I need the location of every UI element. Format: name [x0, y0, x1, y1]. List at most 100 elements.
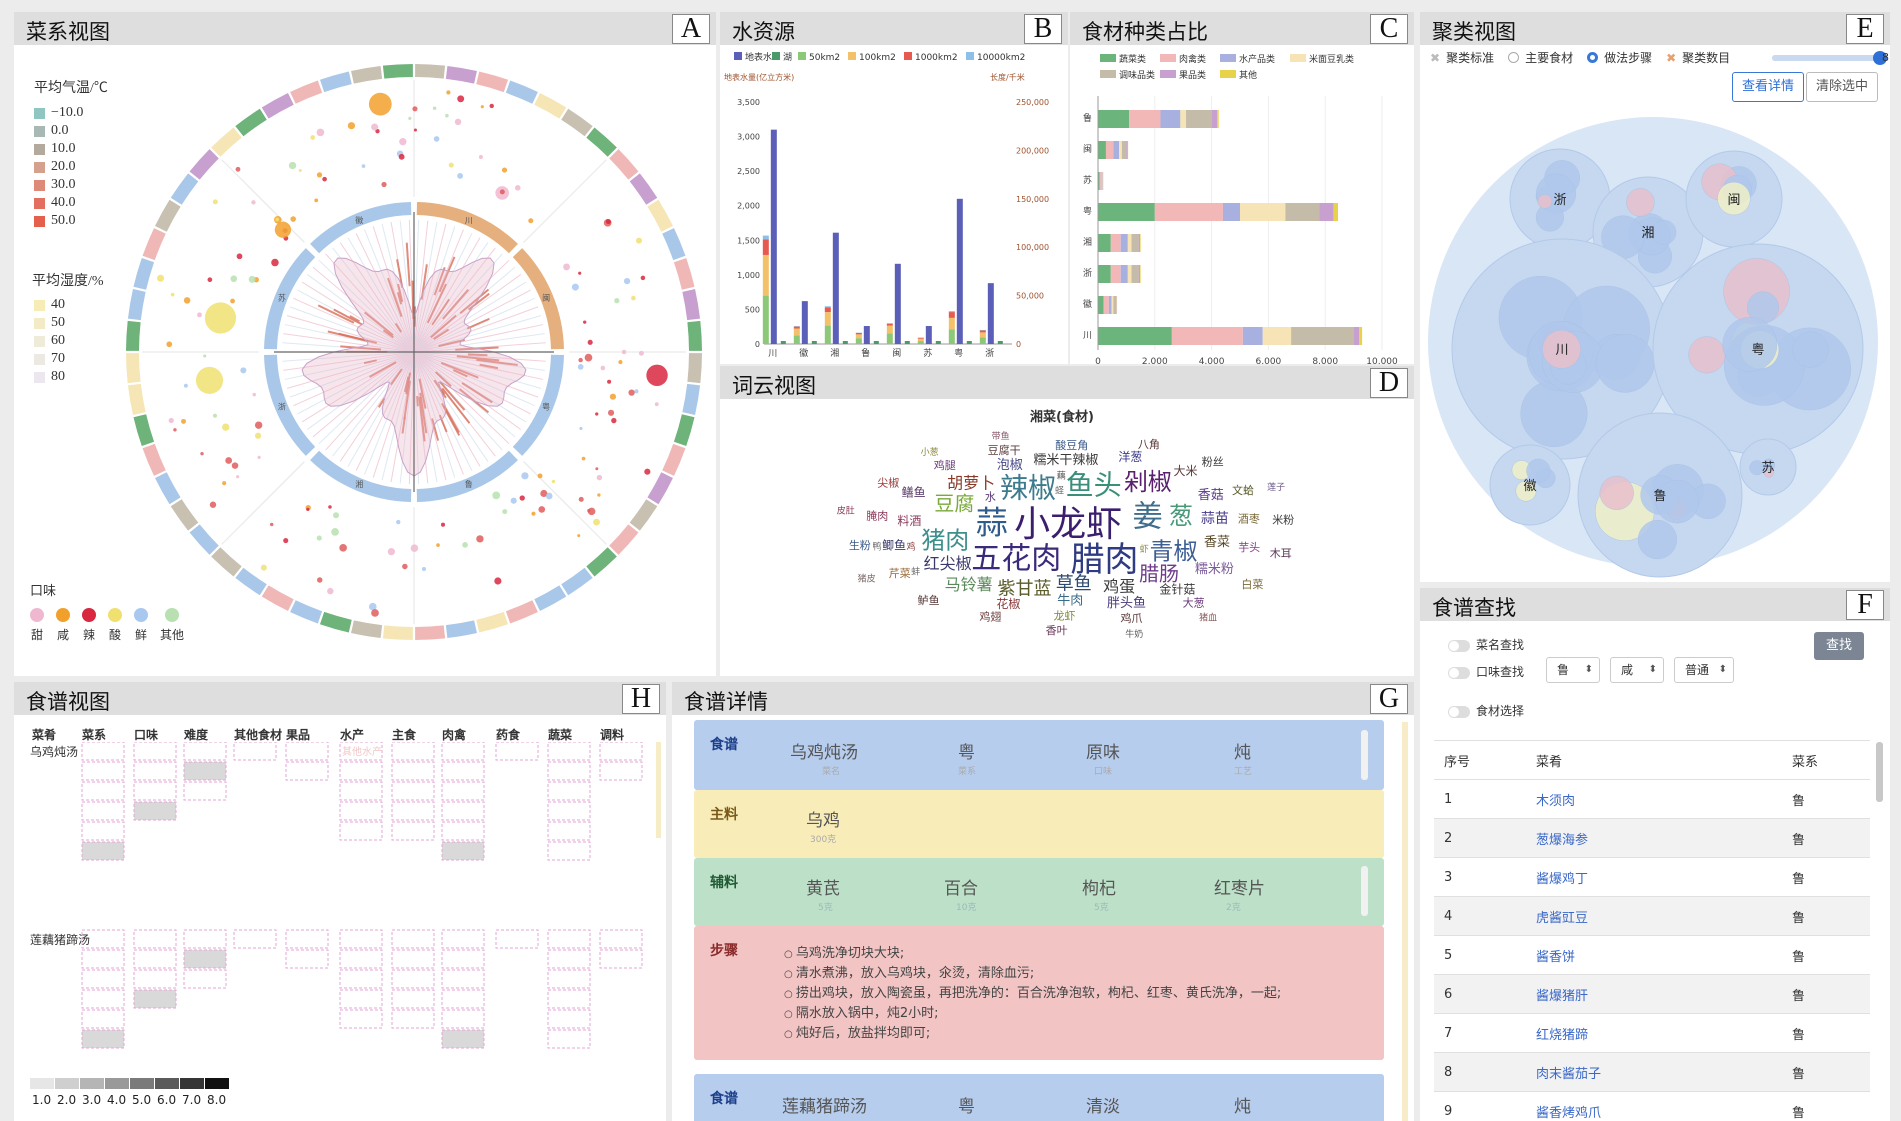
- recipe-dot[interactable]: [583, 320, 587, 324]
- word-cloud-word[interactable]: 尖椒: [877, 475, 899, 489]
- lake-bar[interactable]: [935, 341, 941, 344]
- recipe-dot[interactable]: [195, 366, 224, 394]
- recipe-dot[interactable]: [578, 271, 582, 275]
- word-cloud-word[interactable]: 青椒: [1149, 538, 1197, 566]
- recipe-dot[interactable]: [203, 354, 207, 358]
- matrix-cell[interactable]: [81, 1029, 125, 1049]
- matrix-cell[interactable]: [391, 949, 435, 969]
- outer-ring-segment[interactable]: [290, 80, 323, 104]
- ingredient-bar-segment[interactable]: [1100, 172, 1102, 190]
- matrix-cell[interactable]: [391, 781, 435, 801]
- word-cloud-word[interactable]: 鲈鱼: [918, 593, 940, 607]
- recipe-dot[interactable]: [607, 379, 612, 384]
- word-cloud-word[interactable]: 腊肉: [1070, 540, 1138, 580]
- recipe-dot[interactable]: [204, 302, 237, 334]
- matrix-cell[interactable]: [233, 929, 277, 949]
- recipe-dot[interactable]: [578, 496, 584, 502]
- recipe-dot[interactable]: [531, 511, 536, 516]
- surface-water-bar[interactable]: [832, 232, 839, 344]
- river-length-bar[interactable]: [917, 338, 924, 342]
- matrix-cell[interactable]: [81, 1009, 125, 1029]
- matrix-cell[interactable]: [441, 969, 485, 989]
- matrix-cell[interactable]: [441, 781, 485, 801]
- recipe-dot[interactable]: [454, 118, 462, 126]
- ingredient-bar-segment[interactable]: [1359, 327, 1363, 345]
- matrix-cell[interactable]: [183, 742, 227, 761]
- river-length-bar[interactable]: [855, 334, 862, 339]
- word-cloud-word[interactable]: 小葱: [921, 446, 939, 458]
- recipe-dot[interactable]: [640, 275, 646, 281]
- table-row[interactable]: 8 肉末酱茄子 鲁: [1434, 1052, 1870, 1092]
- outer-ring-segment[interactable]: [170, 173, 199, 205]
- water-bar-chart[interactable]: 地表水湖 50km2 100km2 1000km2 10000km2 地表水量(亿立方米)…: [720, 46, 1068, 364]
- matrix-cell[interactable]: [81, 781, 125, 801]
- matrix-cell[interactable]: [133, 781, 177, 801]
- outer-ring-segment[interactable]: [561, 567, 593, 596]
- outer-ring-segment[interactable]: [673, 257, 695, 290]
- recipe-dot[interactable]: [605, 219, 611, 225]
- recipe-dot[interactable]: [457, 173, 463, 179]
- recipe-dot[interactable]: [501, 167, 508, 173]
- recipe-dot[interactable]: [587, 507, 596, 516]
- word-cloud-word[interactable]: 八角: [1138, 438, 1160, 451]
- matrix-cell[interactable]: [441, 1029, 485, 1049]
- matrix-cell[interactable]: [81, 841, 125, 861]
- toggle-name-search[interactable]: [1448, 640, 1470, 652]
- ingredient-bar-segment[interactable]: [1333, 203, 1338, 221]
- word-cloud-word[interactable]: 龙虾: [1054, 609, 1076, 622]
- outer-ring-segment[interactable]: [647, 472, 673, 505]
- word-cloud-word[interactable]: 豆腐干: [988, 443, 1021, 457]
- outer-ring-segment[interactable]: [534, 93, 567, 119]
- recipe-dot[interactable]: [200, 451, 204, 456]
- surface-water-bar[interactable]: [801, 301, 808, 344]
- cuisine-select[interactable]: 鲁: [1546, 657, 1600, 683]
- matrix-cell[interactable]: [547, 781, 591, 801]
- recipe-dot[interactable]: [396, 519, 401, 525]
- matrix-cell[interactable]: [547, 1009, 591, 1029]
- recipe-dot[interactable]: [421, 566, 426, 571]
- outer-ring-segment[interactable]: [445, 65, 477, 84]
- word-cloud-word[interactable]: 香叶: [1046, 624, 1068, 637]
- recipe-dot[interactable]: [271, 258, 279, 267]
- matrix-cell[interactable]: [81, 821, 125, 841]
- recipe-dot[interactable]: [611, 417, 617, 424]
- word-cloud-word[interactable]: 蚌: [911, 566, 920, 578]
- word-cloud-word[interactable]: 姜: [1133, 499, 1163, 534]
- ingredient-bar-segment[interactable]: [1291, 327, 1354, 345]
- ingredient-bar-segment[interactable]: [1121, 141, 1127, 159]
- recipe-dot[interactable]: [170, 292, 175, 297]
- recipe-dot[interactable]: [609, 393, 617, 400]
- surface-water-bar[interactable]: [956, 198, 963, 344]
- word-cloud-word[interactable]: 蒜苗: [1201, 511, 1229, 527]
- ingredient-bar-segment[interactable]: [1116, 296, 1117, 314]
- word-cloud-word[interactable]: 莲子: [1267, 481, 1285, 493]
- river-length-bar[interactable]: [917, 341, 924, 344]
- recipe-dot[interactable]: [577, 534, 581, 538]
- recipe-dot[interactable]: [581, 456, 586, 461]
- outer-ring-segment[interactable]: [133, 414, 155, 447]
- cuisine-ring-arc[interactable]: [512, 354, 564, 456]
- outer-ring-segment[interactable]: [561, 108, 593, 137]
- outer-ring-segment[interactable]: [505, 600, 538, 624]
- table-row[interactable]: 7 红烧猪蹄 鲁: [1434, 1013, 1870, 1053]
- recipe-dot[interactable]: [212, 413, 218, 418]
- recipe-subcluster[interactable]: [1626, 188, 1655, 217]
- dish-link[interactable]: 红烧猪蹄: [1536, 1027, 1589, 1043]
- matrix-cell[interactable]: [133, 742, 177, 761]
- word-cloud-word[interactable]: 牛肉: [1057, 593, 1083, 608]
- ingredient-bar-segment[interactable]: [1171, 327, 1243, 345]
- recipe-dot[interactable]: [579, 426, 583, 431]
- recipe-dot[interactable]: [298, 169, 302, 173]
- matrix-cell[interactable]: [441, 1009, 485, 1029]
- recipe-dot[interactable]: [399, 138, 407, 146]
- table-row[interactable]: 6 酱爆猪肝 鲁: [1434, 974, 1870, 1014]
- recipe-subcluster[interactable]: [1599, 475, 1634, 511]
- matrix-cell[interactable]: [339, 742, 383, 761]
- recipe-dot[interactable]: [314, 198, 319, 203]
- matrix-cell[interactable]: [81, 969, 125, 989]
- recipe-dot[interactable]: [638, 350, 644, 356]
- word-cloud-word[interactable]: 料酒: [897, 514, 921, 528]
- recipe-dot[interactable]: [240, 367, 247, 374]
- recipe-dot[interactable]: [644, 468, 651, 475]
